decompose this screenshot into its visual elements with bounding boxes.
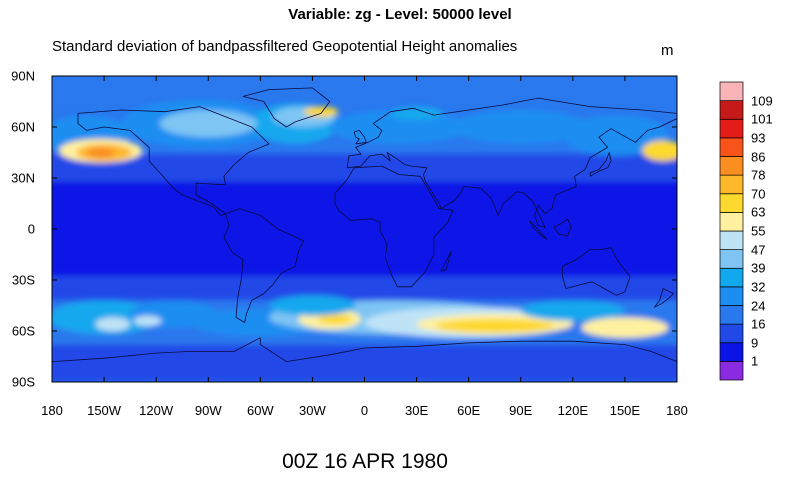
- field-contour: [642, 140, 677, 161]
- units-label: m: [661, 42, 674, 59]
- colorbar-label: 93: [751, 130, 766, 146]
- coastline: [440, 250, 452, 272]
- lon-tick-label: 0: [360, 403, 369, 418]
- field-layer: [52, 76, 677, 382]
- field-contour: [95, 317, 131, 332]
- colorbar-swatch: [719, 137, 744, 157]
- colorbar-swatch: [719, 230, 744, 250]
- colorbar-swatch: [719, 174, 744, 195]
- coastline: [346, 97, 677, 228]
- lon-tick-label: 120E: [557, 403, 589, 418]
- lat-tick-label: 30S: [11, 272, 35, 288]
- colorbar: [719, 81, 744, 381]
- field-contour: [451, 110, 591, 144]
- lat-tick-label: 0: [27, 221, 35, 237]
- field-contour: [86, 147, 115, 158]
- lon-tick-label: 60E: [457, 403, 481, 418]
- coastline: [223, 208, 305, 323]
- colorbar-swatch: [719, 286, 744, 306]
- colorbar-label: 70: [751, 186, 766, 202]
- lon-tick-label: 150W: [87, 403, 122, 418]
- lat-tick-label: 90N: [11, 68, 35, 84]
- field-contour: [317, 314, 353, 325]
- coastline: [589, 152, 612, 177]
- subtitle: Standard deviation of bandpassfiltered G…: [52, 38, 518, 55]
- colorbar-swatch: [719, 249, 744, 269]
- lon-tick-label: 30W: [299, 403, 326, 418]
- field-contour: [159, 110, 257, 138]
- colorbar-swatch: [719, 305, 744, 325]
- colorbar-swatch: [719, 323, 744, 344]
- field-contour: [581, 317, 669, 338]
- colorbar-label: 101: [751, 111, 773, 127]
- lat-tick-label: 30N: [11, 170, 35, 186]
- colorbar-label: 39: [751, 260, 766, 276]
- lon-tick-label: 30E: [405, 403, 429, 418]
- date-label: 00Z 16 APR 1980: [282, 450, 448, 473]
- colorbar-label: 16: [751, 316, 766, 332]
- colorbar-label: 86: [751, 149, 766, 164]
- coastline: [353, 130, 367, 145]
- field-band: [52, 276, 677, 301]
- colorbar-swatch: [719, 156, 744, 176]
- field-band: [52, 181, 677, 277]
- colorbar-label: 24: [751, 298, 766, 313]
- colorbar-swatch: [719, 100, 744, 120]
- coastline: [562, 247, 631, 296]
- colorbar-swatch: [719, 342, 744, 362]
- lon-tick-label: 180: [41, 403, 63, 418]
- colorbar-label: 1: [751, 353, 759, 369]
- coastline: [553, 218, 572, 237]
- lon-tick-label: 90E: [509, 403, 533, 418]
- field-contour: [564, 115, 669, 156]
- coastlines: [52, 87, 677, 362]
- coastline: [77, 106, 270, 216]
- lat-tick-label: 60S: [11, 323, 35, 339]
- colorbar-label: 9: [751, 335, 759, 351]
- lat-tick-label: 60N: [11, 119, 35, 135]
- field-contour: [329, 110, 469, 144]
- coastline: [654, 288, 674, 308]
- lon-tick-label: 180: [666, 403, 688, 418]
- field-contour: [269, 295, 356, 316]
- lat-tick-label: 90S: [11, 374, 35, 390]
- field-contour: [390, 106, 443, 121]
- field-contour: [52, 300, 160, 335]
- field-contour: [520, 300, 625, 321]
- colorbar-swatch: [719, 193, 744, 213]
- colorbar-swatch: [719, 267, 744, 288]
- colorbar-label: 78: [751, 167, 766, 183]
- lon-tick-label: 60W: [246, 403, 274, 418]
- colorbar-label: 47: [751, 242, 766, 258]
- lon-tick-label: 120W: [139, 403, 174, 418]
- field-contour: [133, 315, 162, 326]
- colorbar-label: 55: [751, 223, 766, 239]
- coastline: [52, 337, 677, 362]
- main-title: Variable: zg - Level: 50000 level: [288, 6, 512, 23]
- lon-tick-label: 150E: [609, 403, 641, 418]
- field-band: [52, 344, 677, 365]
- coastline: [242, 87, 331, 128]
- colorbar-swatch: [719, 118, 744, 139]
- colorbar-label: 109: [751, 93, 773, 109]
- colorbar-swatch: [719, 361, 744, 381]
- field-contour: [303, 106, 339, 117]
- field-contour: [435, 319, 554, 333]
- coastline: [334, 165, 454, 288]
- colorbar-label: 32: [751, 279, 766, 295]
- coastline: [529, 220, 548, 240]
- colorbar-swatch: [719, 212, 744, 232]
- field-band: [52, 154, 677, 182]
- colorbar-swatch: [719, 81, 744, 101]
- lon-tick-label: 90W: [194, 403, 222, 418]
- colorbar-label: 63: [751, 204, 766, 220]
